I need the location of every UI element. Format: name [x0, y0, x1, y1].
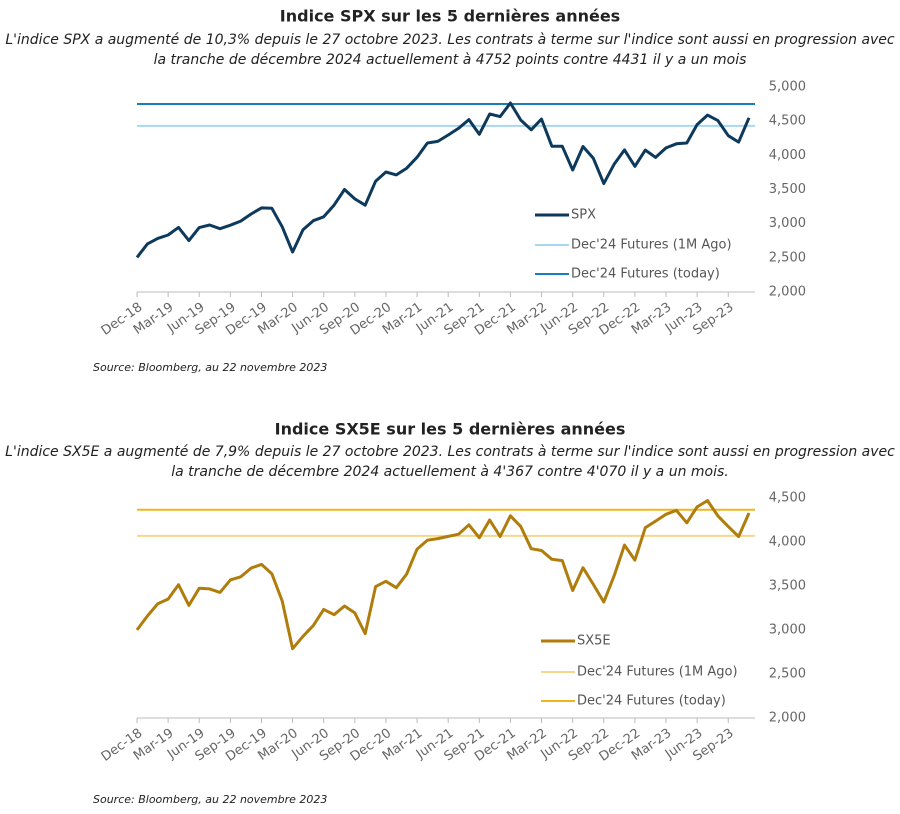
y-tick-label: 2,000: [769, 711, 806, 726]
series-line: [135, 101, 751, 259]
y-tick-label: 2,500: [769, 250, 806, 265]
legend-label: SX5E: [577, 634, 611, 649]
y-tick-label: 2,500: [769, 667, 806, 682]
legend-label: SPX: [571, 208, 596, 223]
chart-subtitle: la tranche de décembre 2024 actuellement…: [171, 464, 729, 480]
y-tick-label: 4,500: [769, 114, 806, 129]
y-tick-label: 3,000: [769, 623, 806, 638]
legend-label: Dec'24 Futures (1M Ago): [571, 238, 732, 253]
y-tick-label: 4,000: [769, 148, 806, 163]
y-tick-label: 5,000: [769, 80, 806, 95]
y-tick-label: 3,000: [769, 216, 806, 231]
y-tick-label: 3,500: [769, 579, 806, 594]
y-tick-label: 2,000: [769, 285, 806, 300]
series-line: [135, 499, 751, 651]
chart-title: Indice SX5E sur les 5 dernières années: [275, 420, 626, 439]
y-tick-label: 3,500: [769, 182, 806, 197]
source-note: Source: Bloomberg, au 22 novembre 2023: [93, 793, 327, 806]
y-tick-label: 4,500: [769, 491, 806, 506]
source-note: Source: Bloomberg, au 22 novembre 2023: [93, 361, 327, 374]
legend-label: Dec'24 Futures (today): [571, 267, 720, 282]
y-tick-label: 4,000: [769, 535, 806, 550]
legend-label: Dec'24 Futures (today): [577, 694, 726, 709]
legend-label: Dec'24 Futures (1M Ago): [577, 665, 738, 680]
chart-title: Indice SPX sur les 5 dernières années: [280, 7, 620, 26]
chart-subtitle: L'indice SX5E a augmenté de 7,9% depuis …: [5, 444, 895, 460]
chart-subtitle: L'indice SPX a augmenté de 10,3% depuis …: [5, 32, 895, 48]
chart-subtitle: la tranche de décembre 2024 actuellement…: [154, 52, 747, 68]
